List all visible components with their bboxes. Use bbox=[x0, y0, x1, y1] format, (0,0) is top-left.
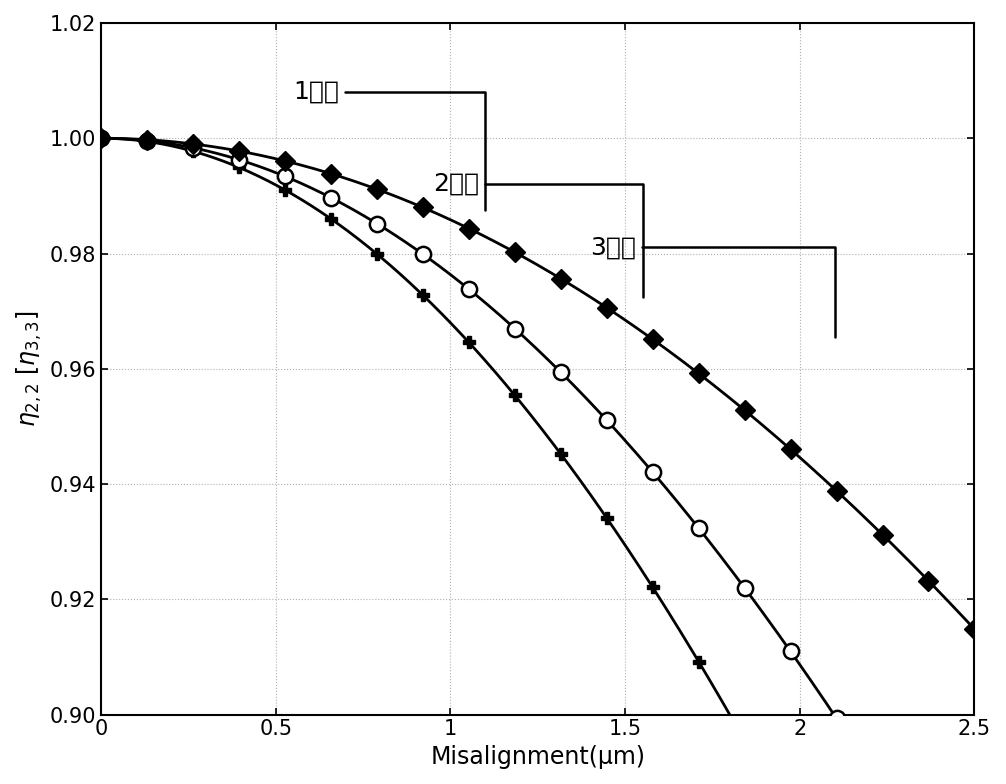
X-axis label: Misalignment(μm): Misalignment(μm) bbox=[431, 745, 645, 769]
Text: 2号线: 2号线 bbox=[433, 172, 643, 297]
Text: 3号线: 3号线 bbox=[591, 235, 835, 337]
Y-axis label: $\eta_{2,2}$ [$\eta_{3,3}$]: $\eta_{2,2}$ [$\eta_{3,3}$] bbox=[15, 310, 44, 427]
Text: 1号线: 1号线 bbox=[294, 80, 485, 210]
